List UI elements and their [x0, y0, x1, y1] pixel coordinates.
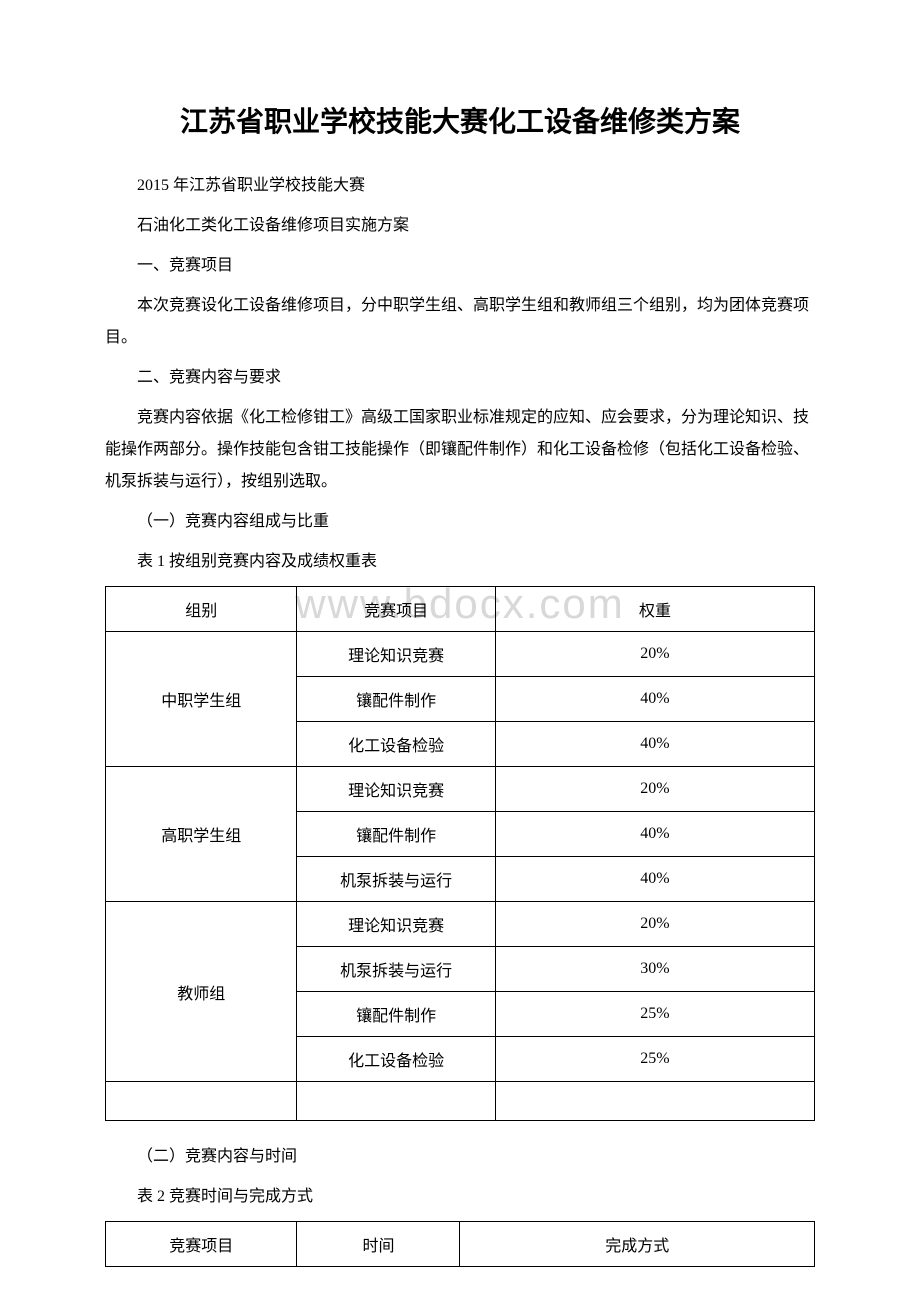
table-cell: 机泵拆装与运行 — [297, 947, 496, 992]
table-cell: 镶配件制作 — [297, 812, 496, 857]
table-cell: 化工设备检验 — [297, 722, 496, 767]
table-cell: 40% — [495, 857, 814, 902]
table-row: 高职学生组 理论知识竞赛 20% — [106, 767, 815, 812]
document-title: 江苏省职业学校技能大赛化工设备维修类方案 — [105, 100, 815, 140]
table-header-cell: 时间 — [297, 1222, 460, 1267]
paragraph-5: 二、竞赛内容与要求 — [105, 362, 815, 394]
paragraph-3: 一、竞赛项目 — [105, 250, 815, 282]
table-cell: 25% — [495, 1037, 814, 1082]
paragraph-10: 表 2 竞赛时间与完成方式 — [105, 1181, 815, 1213]
paragraph-6: 竞赛内容依据《化工检修钳工》高级工国家职业标准规定的应知、应会要求，分为理论知识… — [105, 402, 815, 498]
table-cell-empty — [297, 1082, 496, 1121]
table-row: 教师组 理论知识竞赛 20% — [106, 902, 815, 947]
table-cell-empty — [106, 1082, 297, 1121]
paragraph-1: 2015 年江苏省职业学校技能大赛 — [105, 170, 815, 202]
table-cell: 20% — [495, 902, 814, 947]
table-cell: 20% — [495, 767, 814, 812]
table-header-cell: 竞赛项目 — [106, 1222, 297, 1267]
paragraph-2: 石油化工类化工设备维修项目实施方案 — [105, 210, 815, 242]
table-cell: 40% — [495, 812, 814, 857]
table-cell: 镶配件制作 — [297, 677, 496, 722]
table-cell: 理论知识竞赛 — [297, 767, 496, 812]
table-row — [106, 1082, 815, 1121]
table-cell: 化工设备检验 — [297, 1037, 496, 1082]
table-cell: 机泵拆装与运行 — [297, 857, 496, 902]
table-cell: 理论知识竞赛 — [297, 632, 496, 677]
table-cell: 40% — [495, 677, 814, 722]
table-cell-group: 高职学生组 — [106, 767, 297, 902]
table-header-cell: 权重 — [495, 587, 814, 632]
table-cell: 理论知识竞赛 — [297, 902, 496, 947]
table-header-cell: 组别 — [106, 587, 297, 632]
table-header-cell: 完成方式 — [460, 1222, 815, 1267]
table-cell: 镶配件制作 — [297, 992, 496, 1037]
table-1-weight: 组别 竞赛项目 权重 中职学生组 理论知识竞赛 20% 镶配件制作 40% 化工… — [105, 586, 815, 1121]
table-cell-group: 中职学生组 — [106, 632, 297, 767]
table-2-time: 竞赛项目 时间 完成方式 — [105, 1221, 815, 1267]
table-cell-group: 教师组 — [106, 902, 297, 1082]
table-row: 组别 竞赛项目 权重 — [106, 587, 815, 632]
table-row: 中职学生组 理论知识竞赛 20% — [106, 632, 815, 677]
paragraph-7: （一）竞赛内容组成与比重 — [105, 506, 815, 538]
table-cell-empty — [495, 1082, 814, 1121]
table-cell: 30% — [495, 947, 814, 992]
table-cell: 40% — [495, 722, 814, 767]
paragraph-8: 表 1 按组别竞赛内容及成绩权重表 — [105, 546, 815, 578]
table-header-cell: 竞赛项目 — [297, 587, 496, 632]
table-cell: 25% — [495, 992, 814, 1037]
paragraph-9: （二）竞赛内容与时间 — [105, 1141, 815, 1173]
table-cell: 20% — [495, 632, 814, 677]
paragraph-4: 本次竞赛设化工设备维修项目，分中职学生组、高职学生组和教师组三个组别，均为团体竞… — [105, 290, 815, 354]
table-row: 竞赛项目 时间 完成方式 — [106, 1222, 815, 1267]
